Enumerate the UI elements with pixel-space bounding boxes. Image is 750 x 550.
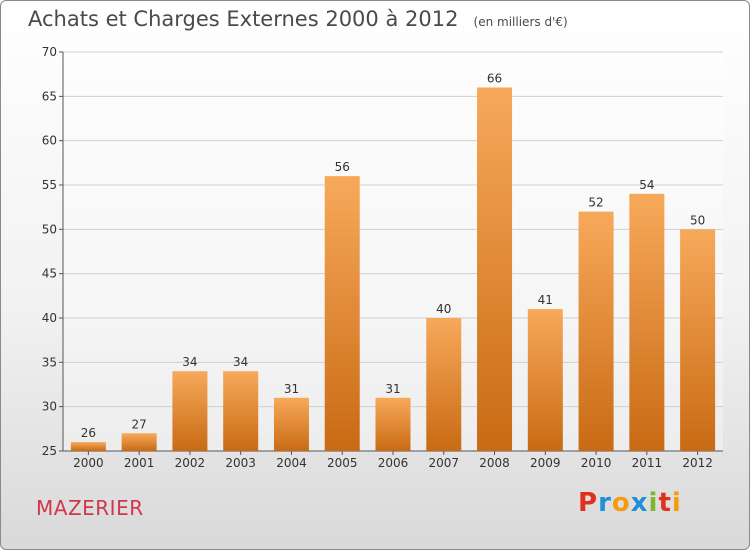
data-label: 27 bbox=[132, 417, 147, 431]
x-tick-label: 2005 bbox=[327, 456, 358, 470]
data-label: 41 bbox=[538, 293, 553, 307]
y-tick-label: 35 bbox=[42, 355, 57, 369]
y-tick-label: 50 bbox=[42, 222, 57, 236]
bar bbox=[70, 442, 106, 451]
data-label: 31 bbox=[385, 382, 400, 396]
chart-unit: (en milliers d'€) bbox=[473, 15, 568, 29]
logo-letter: r bbox=[598, 488, 612, 518]
bar bbox=[578, 211, 614, 451]
bar bbox=[121, 433, 157, 451]
y-tick-label: 70 bbox=[42, 45, 57, 59]
bar bbox=[477, 87, 513, 451]
data-label: 31 bbox=[284, 382, 299, 396]
bar bbox=[375, 397, 411, 451]
x-tick-label: 2006 bbox=[378, 456, 409, 470]
logo-letter: P bbox=[578, 488, 599, 518]
x-tick-label: 2009 bbox=[530, 456, 561, 470]
y-tick-label: 60 bbox=[42, 134, 57, 148]
logo-letter: x bbox=[630, 488, 649, 518]
data-label: 26 bbox=[81, 426, 96, 440]
y-tick-label: 25 bbox=[42, 444, 57, 458]
y-tick-label: 65 bbox=[42, 89, 57, 103]
logo-letter: i bbox=[671, 488, 682, 518]
data-label: 54 bbox=[639, 178, 654, 192]
logo-letter: i bbox=[648, 488, 659, 518]
data-label: 52 bbox=[588, 196, 603, 210]
bar bbox=[273, 397, 309, 451]
data-label: 34 bbox=[182, 355, 197, 369]
x-tick-label: 2004 bbox=[276, 456, 307, 470]
logo-letter: t bbox=[658, 488, 672, 518]
bar bbox=[426, 318, 462, 451]
bar bbox=[629, 193, 665, 451]
x-tick-label: 2000 bbox=[73, 456, 104, 470]
x-tick-label: 2008 bbox=[479, 456, 510, 470]
chart-title: Achats et Charges Externes 2000 à 2012 bbox=[28, 7, 459, 31]
bar bbox=[324, 176, 360, 451]
bar bbox=[527, 309, 563, 451]
x-tick-label: 2002 bbox=[175, 456, 206, 470]
y-tick-label: 40 bbox=[42, 311, 57, 325]
commune-name: MAZERIER bbox=[36, 496, 144, 520]
bar bbox=[172, 371, 208, 451]
data-label: 56 bbox=[335, 160, 350, 174]
x-tick-label: 2001 bbox=[124, 456, 155, 470]
x-tick-label: 2010 bbox=[581, 456, 612, 470]
data-label: 40 bbox=[436, 302, 451, 316]
proxiti-logo: Proxiti bbox=[578, 488, 682, 518]
y-tick-label: 30 bbox=[42, 400, 57, 414]
logo-letter: o bbox=[611, 488, 631, 518]
x-tick-label: 2012 bbox=[682, 456, 713, 470]
x-tick-label: 2007 bbox=[428, 456, 459, 470]
data-label: 50 bbox=[690, 213, 705, 227]
y-tick-label: 45 bbox=[42, 267, 57, 281]
x-tick-label: 2011 bbox=[632, 456, 663, 470]
bar bbox=[680, 229, 716, 451]
y-tick-label: 55 bbox=[42, 178, 57, 192]
bar bbox=[223, 371, 259, 451]
title-row: Achats et Charges Externes 2000 à 2012 (… bbox=[28, 7, 568, 31]
data-label: 34 bbox=[233, 355, 248, 369]
data-label: 66 bbox=[487, 71, 502, 85]
x-tick-label: 2003 bbox=[225, 456, 256, 470]
